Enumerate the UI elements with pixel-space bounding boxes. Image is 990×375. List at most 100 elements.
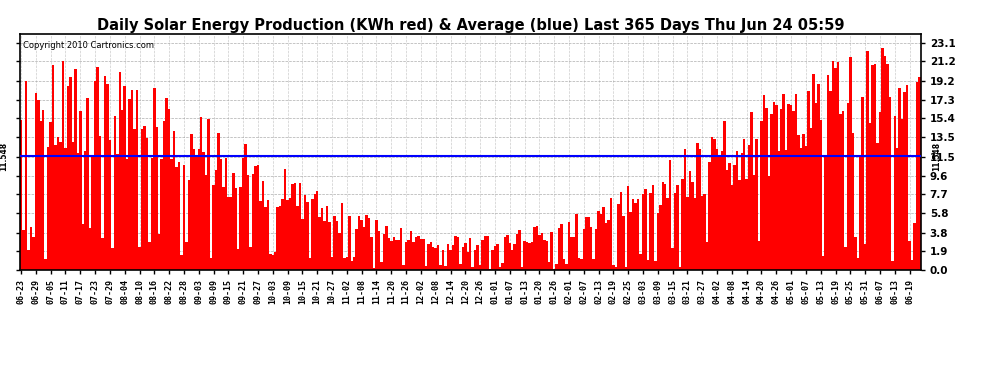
Bar (640, 254, 642, 270)
Bar (22, 231, 25, 270)
Bar (635, 202, 637, 270)
Bar (116, 153, 119, 270)
Bar (180, 255, 183, 270)
Bar (529, 243, 531, 270)
Bar (195, 157, 198, 270)
Bar (481, 240, 484, 270)
Bar (846, 104, 849, 270)
Bar (442, 250, 445, 270)
Bar (899, 87, 901, 270)
Bar (173, 131, 175, 270)
Text: Copyright 2010 Cartronics.com: Copyright 2010 Cartronics.com (23, 41, 153, 50)
Bar (150, 158, 153, 270)
Bar (676, 185, 679, 270)
Bar (237, 249, 240, 270)
Bar (222, 186, 225, 270)
Bar (395, 240, 397, 270)
Bar (35, 93, 37, 270)
Bar (526, 242, 529, 270)
Bar (832, 61, 835, 270)
Bar (378, 231, 380, 270)
Bar (254, 166, 256, 270)
Bar (901, 119, 904, 270)
Bar (96, 67, 99, 270)
Bar (464, 243, 466, 270)
Bar (780, 109, 782, 270)
Bar (422, 239, 425, 270)
Bar (183, 165, 185, 270)
Bar (555, 264, 558, 270)
Bar (190, 134, 193, 270)
Bar (679, 267, 681, 270)
Bar (279, 206, 281, 270)
Bar (886, 64, 889, 270)
Bar (519, 231, 521, 270)
Bar (489, 269, 491, 270)
Bar (148, 242, 150, 270)
Bar (79, 111, 81, 270)
Bar (745, 179, 747, 270)
Bar (301, 219, 304, 270)
Bar (516, 234, 519, 270)
Bar (802, 134, 805, 270)
Bar (709, 162, 711, 270)
Bar (368, 218, 370, 270)
Bar (496, 244, 499, 270)
Bar (205, 175, 207, 270)
Bar (511, 250, 514, 270)
Bar (427, 244, 430, 270)
Bar (889, 97, 891, 270)
Bar (202, 153, 205, 270)
Bar (627, 186, 630, 270)
Bar (346, 257, 348, 270)
Bar (630, 211, 632, 270)
Bar (51, 65, 54, 270)
Bar (919, 76, 921, 270)
Bar (494, 246, 496, 270)
Bar (770, 114, 772, 270)
Bar (874, 64, 876, 270)
Bar (459, 264, 461, 270)
Bar (358, 216, 360, 270)
Bar (410, 231, 412, 270)
Bar (170, 159, 173, 270)
Bar (810, 128, 812, 270)
Bar (64, 148, 66, 270)
Bar (440, 265, 442, 270)
Bar (617, 204, 620, 270)
Bar (198, 148, 200, 270)
Bar (185, 242, 188, 270)
Bar (524, 241, 526, 270)
Bar (674, 194, 676, 270)
Bar (815, 103, 817, 270)
Bar (782, 94, 785, 270)
Bar (752, 175, 755, 270)
Bar (610, 198, 612, 270)
Bar (757, 241, 760, 270)
Bar (837, 62, 840, 270)
Bar (425, 266, 427, 270)
Bar (772, 102, 775, 270)
Bar (121, 110, 124, 270)
Bar (256, 165, 259, 270)
Bar (504, 237, 506, 270)
Bar (76, 153, 79, 270)
Bar (101, 238, 104, 270)
Bar (469, 237, 471, 270)
Bar (541, 232, 544, 270)
Bar (251, 174, 254, 270)
Bar (590, 226, 592, 270)
Bar (193, 148, 195, 270)
Bar (684, 149, 686, 270)
Bar (230, 197, 232, 270)
Bar (656, 213, 659, 270)
Bar (726, 170, 729, 270)
Bar (227, 196, 230, 270)
Bar (220, 159, 222, 270)
Bar (232, 173, 235, 270)
Bar (790, 105, 792, 270)
Bar (904, 92, 906, 270)
Bar (575, 214, 577, 270)
Bar (456, 237, 459, 270)
Bar (158, 234, 160, 270)
